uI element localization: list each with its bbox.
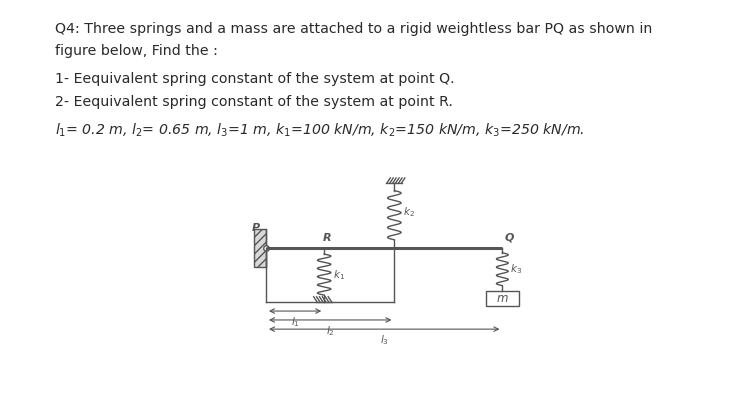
Text: $l_1$= 0.2 m, $l_2$= 0.65 m, $l_3$=1 m, $k_1$=100 kN/m, $k_2$=150 kN/m, $k_3$=25: $l_1$= 0.2 m, $l_2$= 0.65 m, $l_3$=1 m, … xyxy=(55,122,584,139)
Bar xyxy=(486,291,518,306)
Text: 2- Eequivalent spring constant of the system at point R.: 2- Eequivalent spring constant of the sy… xyxy=(55,95,453,109)
Text: $l_3$: $l_3$ xyxy=(380,333,388,347)
Text: $l_2$: $l_2$ xyxy=(326,324,334,338)
Text: $k_2$: $k_2$ xyxy=(403,206,415,219)
Text: Q4: Three springs and a mass are attached to a rigid weightless bar PQ as shown : Q4: Three springs and a mass are attache… xyxy=(55,22,652,36)
Text: Q: Q xyxy=(505,233,515,243)
Bar xyxy=(254,229,266,266)
Text: figure below, Find the :: figure below, Find the : xyxy=(55,44,217,58)
Text: $k_3$: $k_3$ xyxy=(510,262,522,276)
Text: P: P xyxy=(252,223,260,233)
Text: $m$: $m$ xyxy=(496,292,508,305)
Text: 1- Eequivalent spring constant of the system at point Q.: 1- Eequivalent spring constant of the sy… xyxy=(55,72,454,86)
Text: R: R xyxy=(322,233,332,243)
Text: $k_1$: $k_1$ xyxy=(333,268,345,282)
Text: $l_1$: $l_1$ xyxy=(291,315,299,329)
